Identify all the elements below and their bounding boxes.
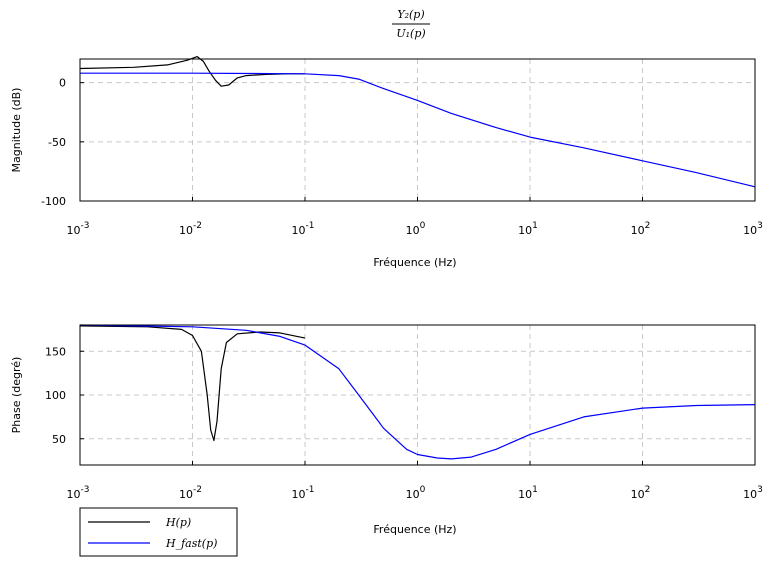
x-tick-label: 101 bbox=[518, 221, 538, 237]
y-tick-label: -100 bbox=[41, 195, 66, 208]
series-line-hp bbox=[79, 56, 305, 87]
x-tick-label: 10-3 bbox=[67, 485, 90, 501]
phase-plot: 10-3 10-2 10-1 100 101 102 103 150 100 50 Fréquen… bbox=[10, 324, 763, 536]
phase-y-axis-label: Phase (degré) bbox=[10, 357, 23, 434]
phase-x-axis-label: Fréquence (Hz) bbox=[373, 523, 456, 536]
series-line-hfastp bbox=[80, 72, 756, 188]
magnitude-grid bbox=[80, 59, 755, 201]
magnitude-ticks: 10-3 10-2 10-1 100 101 102 103 0 -50 -100 bbox=[41, 77, 763, 237]
x-tick-label: 101 bbox=[518, 485, 538, 501]
x-tick-label: 10-2 bbox=[179, 485, 202, 501]
x-tick-label: 10-1 bbox=[292, 485, 315, 501]
magnitude-series bbox=[79, 56, 756, 188]
x-tick-label: 102 bbox=[631, 221, 651, 237]
magnitude-title-denominator: U₁(p) bbox=[396, 27, 425, 40]
x-tick-label: 10-1 bbox=[292, 221, 315, 237]
x-tick-label: 102 bbox=[631, 485, 651, 501]
y-tick-label: -50 bbox=[48, 136, 66, 149]
legend: H(p) H_fast(p) bbox=[79, 507, 238, 557]
y-tick-label: 50 bbox=[52, 433, 66, 446]
phase-series bbox=[79, 324, 756, 460]
series-line-hp bbox=[79, 325, 306, 442]
x-tick-label: 103 bbox=[743, 485, 763, 501]
phase-grid bbox=[80, 325, 755, 465]
magnitude-plot: 10-3 10-2 10-1 100 101 102 103 0 -50 -100 Fréquen… bbox=[10, 56, 763, 269]
magnitude-title-numerator: Y₂(p) bbox=[397, 8, 424, 21]
x-tick-label: 103 bbox=[743, 221, 763, 237]
legend-box bbox=[79, 507, 238, 557]
magnitude-y-axis-label: Magnitude (dB) bbox=[10, 88, 23, 173]
magnitude-x-axis-label: Fréquence (Hz) bbox=[373, 256, 456, 269]
x-tick-label: 100 bbox=[406, 221, 426, 237]
x-tick-label: 10-2 bbox=[179, 221, 202, 237]
phase-ticks: 10-3 10-2 10-1 100 101 102 103 150 100 50 bbox=[45, 345, 763, 501]
x-tick-label: 10-3 bbox=[67, 221, 90, 237]
y-tick-label: 100 bbox=[45, 389, 66, 402]
x-tick-label: 100 bbox=[406, 485, 426, 501]
series-line-hfastp bbox=[79, 324, 756, 460]
y-tick-label: 0 bbox=[59, 77, 66, 90]
legend-label-h: H(p) bbox=[165, 516, 191, 529]
legend-label-hfast: H_fast(p) bbox=[165, 537, 217, 550]
y-tick-label: 150 bbox=[45, 345, 66, 358]
